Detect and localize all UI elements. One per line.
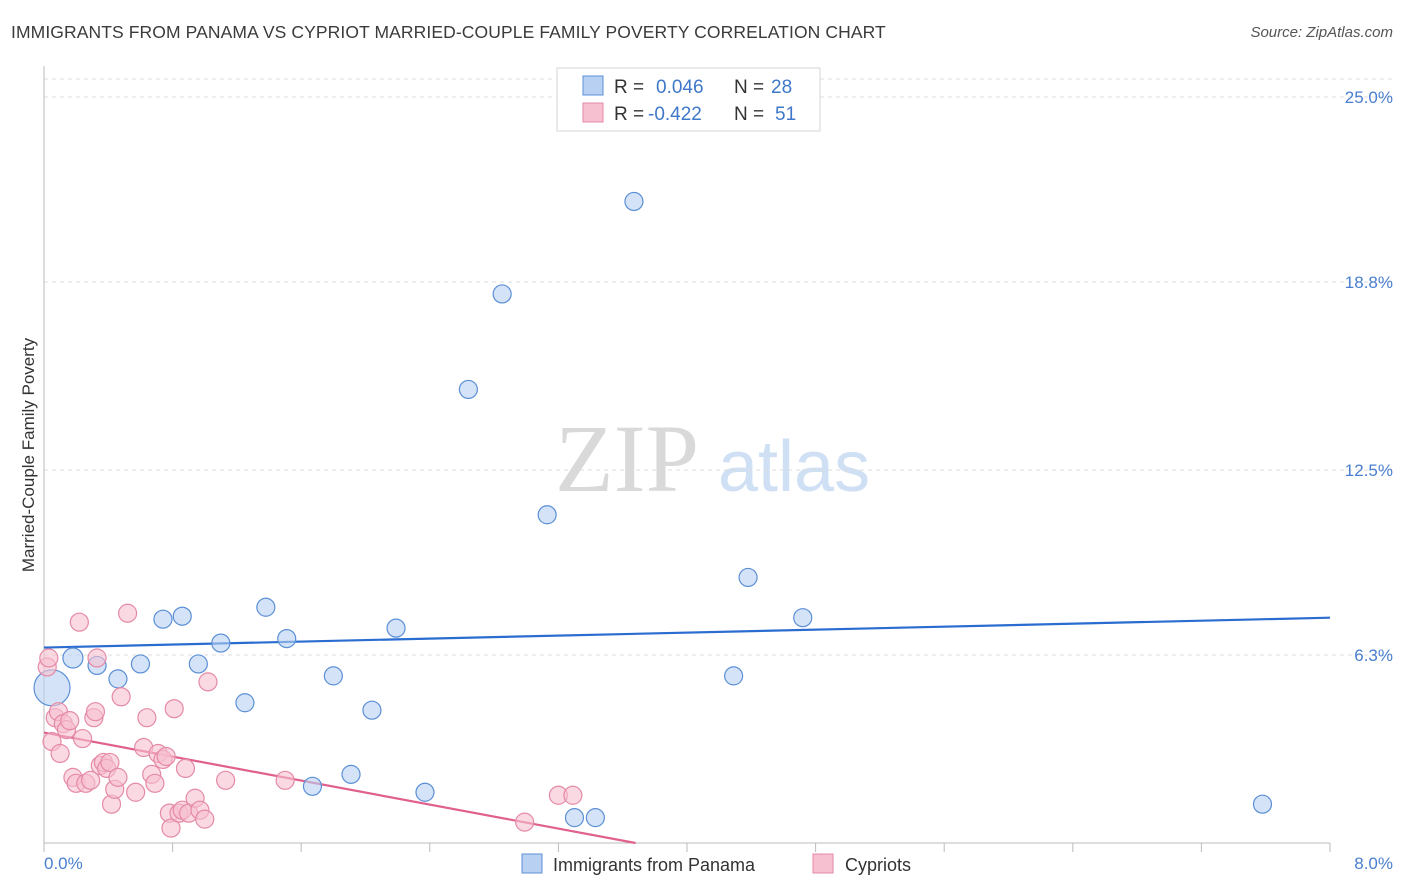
x-tick-label-max: 8.0% <box>1354 854 1393 873</box>
point-panama <box>724 666 744 686</box>
point-panama <box>492 284 512 304</box>
bottom-legend: Immigrants from Panama Cypriots <box>521 853 911 875</box>
y-tick-labels: 25.0% 18.8% 12.5% 6.3% <box>1345 88 1393 665</box>
point-cypriots <box>195 809 215 829</box>
point-panama <box>386 618 406 638</box>
watermark-atlas: atlas <box>718 427 870 507</box>
point-cypriots <box>145 773 165 793</box>
legend-swatch-blue <box>582 75 604 96</box>
point-panama <box>738 567 758 588</box>
gridlines <box>44 78 1392 656</box>
point-cypriots <box>164 699 184 719</box>
point-cypriots <box>50 743 70 764</box>
point-panama <box>323 666 343 686</box>
y-tick-label: 18.8% <box>1345 273 1393 292</box>
point-panama <box>256 597 276 617</box>
point-panama <box>130 654 151 674</box>
point-panama <box>172 606 192 626</box>
point-cypriots <box>72 728 93 749</box>
point-cypriots <box>81 770 101 790</box>
legend: R = 0.046 N = 28 R = -0.422 N = 51 <box>556 67 821 132</box>
point-cypriots <box>60 711 80 731</box>
point-panama <box>62 647 84 669</box>
point-cypriots <box>85 702 106 722</box>
point-panama <box>235 693 255 713</box>
legend-n-label-1: N = <box>734 77 764 98</box>
point-cypriots <box>156 746 176 767</box>
y-tick-label: 25.0% <box>1345 88 1393 107</box>
legend-n-value-1: 28 <box>771 77 792 98</box>
scatter-points <box>33 191 1273 838</box>
point-panama <box>211 633 231 653</box>
point-cypriots <box>161 818 181 838</box>
legend-swatch-pink <box>582 102 604 123</box>
trend-lines <box>43 616 1331 845</box>
legend-r-value-1: 0.046 <box>656 77 704 98</box>
bottom-legend-label-cypriots: Cypriots <box>845 855 911 875</box>
point-panama <box>537 505 557 525</box>
point-cypriots <box>39 648 59 668</box>
point-panama <box>341 764 361 784</box>
x-tick-labels: 0.0% 8.0% <box>44 854 1393 873</box>
point-cypriots <box>563 785 583 805</box>
legend-r-value-2: -0.422 <box>648 104 702 125</box>
legend-r-label-2: R = <box>614 104 644 125</box>
point-cypriots <box>198 672 218 692</box>
point-panama <box>585 808 605 828</box>
point-cypriots <box>100 752 120 773</box>
point-panama <box>108 669 128 689</box>
bottom-legend-swatch-panama <box>521 853 543 874</box>
point-panama <box>362 700 382 720</box>
legend-n-label-2: N = <box>734 104 764 125</box>
point-cypriots <box>111 687 131 707</box>
point-panama <box>1252 794 1273 814</box>
x-tick-label-min: 0.0% <box>44 854 83 873</box>
point-panama <box>153 609 173 629</box>
chart-title: IMMIGRANTS FROM PANAMA VS CYPRIOT MARRIE… <box>11 22 886 42</box>
point-panama <box>458 379 478 400</box>
point-panama <box>415 782 435 802</box>
point-cypriots <box>117 603 138 623</box>
trend-line-panama <box>43 616 1331 649</box>
point-cypriots <box>108 767 128 787</box>
watermark-zip: ZIP <box>555 405 699 512</box>
legend-n-value-2: 51 <box>775 104 796 125</box>
bottom-legend-label-panama: Immigrants from Panama <box>553 855 756 875</box>
point-cypriots <box>87 648 107 668</box>
point-panama <box>793 608 813 628</box>
y-tick-label: 6.3% <box>1354 646 1393 665</box>
y-axis-label: Married-Couple Family Poverty <box>19 337 38 572</box>
point-panama <box>277 628 297 649</box>
point-cypriots <box>69 612 89 632</box>
point-cypriots <box>126 782 146 802</box>
bottom-legend-swatch-cypriots <box>812 853 834 874</box>
source-label: Source: ZipAtlas.com <box>1250 24 1393 41</box>
point-cypriots <box>275 770 295 790</box>
point-cypriots <box>175 758 196 779</box>
point-panama <box>564 808 585 828</box>
point-cypriots <box>137 708 157 728</box>
legend-r-label-1: R = <box>614 77 644 98</box>
point-panama <box>302 776 323 796</box>
axes <box>43 66 1331 852</box>
point-cypriots <box>216 770 236 790</box>
point-panama <box>188 654 208 674</box>
point-panama <box>624 191 644 212</box>
point-cypriots <box>515 812 535 832</box>
y-tick-label: 12.5% <box>1345 461 1393 480</box>
